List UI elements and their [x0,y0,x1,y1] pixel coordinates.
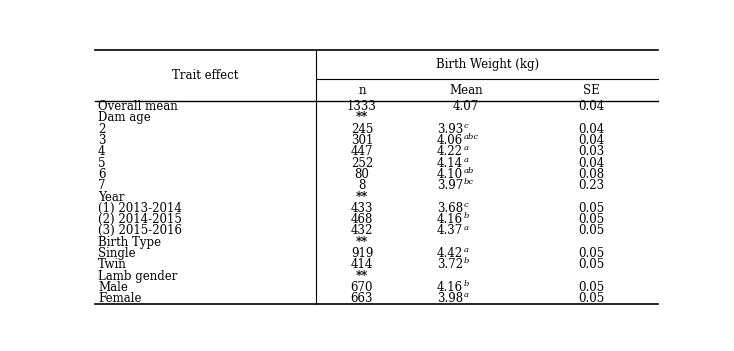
Text: 3.98: 3.98 [437,292,463,305]
Text: 4.42: 4.42 [437,247,463,260]
Text: a: a [463,156,468,164]
Text: Single: Single [98,247,136,260]
Text: 0.05: 0.05 [578,281,604,294]
Text: 0.05: 0.05 [578,292,604,305]
Text: c: c [463,201,468,209]
Text: 0.05: 0.05 [578,224,604,237]
Text: SE: SE [583,84,599,97]
Text: 0.04: 0.04 [578,134,604,147]
Text: n: n [358,84,366,97]
Text: (2) 2014-2015: (2) 2014-2015 [98,213,182,226]
Text: Year: Year [98,191,125,204]
Text: 670: 670 [351,281,373,294]
Text: a: a [463,224,468,232]
Text: 4.10: 4.10 [437,168,463,181]
Text: abc: abc [463,133,479,141]
Text: Twin: Twin [98,258,127,271]
Text: 0.05: 0.05 [578,213,604,226]
Text: 0.04: 0.04 [578,100,604,113]
Text: Female: Female [98,292,142,305]
Text: 0.08: 0.08 [578,168,604,181]
Text: Overall mean: Overall mean [98,100,178,113]
Text: b: b [463,212,469,220]
Text: Mean: Mean [449,84,482,97]
Text: Male: Male [98,281,128,294]
Text: 0.05: 0.05 [578,247,604,260]
Text: 1333: 1333 [347,100,377,113]
Text: ab: ab [463,167,474,175]
Text: 468: 468 [351,213,373,226]
Text: 4.22: 4.22 [437,145,463,158]
Text: bc: bc [463,178,473,186]
Text: 245: 245 [351,123,373,136]
Text: 3.97: 3.97 [437,179,463,192]
Text: b: b [463,280,469,288]
Text: Trait effect: Trait effect [172,69,239,82]
Text: 663: 663 [351,292,373,305]
Text: 7: 7 [98,179,106,192]
Text: 4.37: 4.37 [437,224,463,237]
Text: 3.93: 3.93 [437,123,463,136]
Text: (3) 2015-2016: (3) 2015-2016 [98,224,182,237]
Text: 252: 252 [351,157,373,170]
Text: 433: 433 [351,202,373,215]
Text: (1) 2013-2014: (1) 2013-2014 [98,202,182,215]
Text: 2: 2 [98,123,106,136]
Text: Birth Weight (kg): Birth Weight (kg) [435,58,539,71]
Text: 5: 5 [98,157,106,170]
Text: Dam age: Dam age [98,112,150,125]
Text: 3.68: 3.68 [437,202,463,215]
Text: 80: 80 [355,168,369,181]
Text: 0.03: 0.03 [578,145,604,158]
Text: 414: 414 [351,258,373,271]
Text: 3.72: 3.72 [437,258,463,271]
Text: 4.14: 4.14 [437,157,463,170]
Text: a: a [463,145,468,152]
Text: 301: 301 [351,134,373,147]
Text: 919: 919 [351,247,373,260]
Text: **: ** [356,191,368,204]
Text: 4.07: 4.07 [453,100,479,113]
Text: a: a [463,291,468,299]
Text: 0.04: 0.04 [578,157,604,170]
Text: a: a [463,246,468,254]
Text: **: ** [356,112,368,125]
Text: Lamb gender: Lamb gender [98,270,178,283]
Text: 0.04: 0.04 [578,123,604,136]
Text: 3: 3 [98,134,106,147]
Text: Birth Type: Birth Type [98,236,161,249]
Text: 4.16: 4.16 [437,213,463,226]
Text: 4.06: 4.06 [437,134,463,147]
Text: 447: 447 [351,145,373,158]
Text: 8: 8 [358,179,366,192]
Text: **: ** [356,270,368,283]
Text: 432: 432 [351,224,373,237]
Text: b: b [463,257,469,265]
Text: **: ** [356,236,368,249]
Text: 0.05: 0.05 [578,202,604,215]
Text: c: c [463,122,468,130]
Text: 6: 6 [98,168,106,181]
Text: 4: 4 [98,145,106,158]
Text: 4.16: 4.16 [437,281,463,294]
Text: 0.05: 0.05 [578,258,604,271]
Text: 0.23: 0.23 [578,179,604,192]
